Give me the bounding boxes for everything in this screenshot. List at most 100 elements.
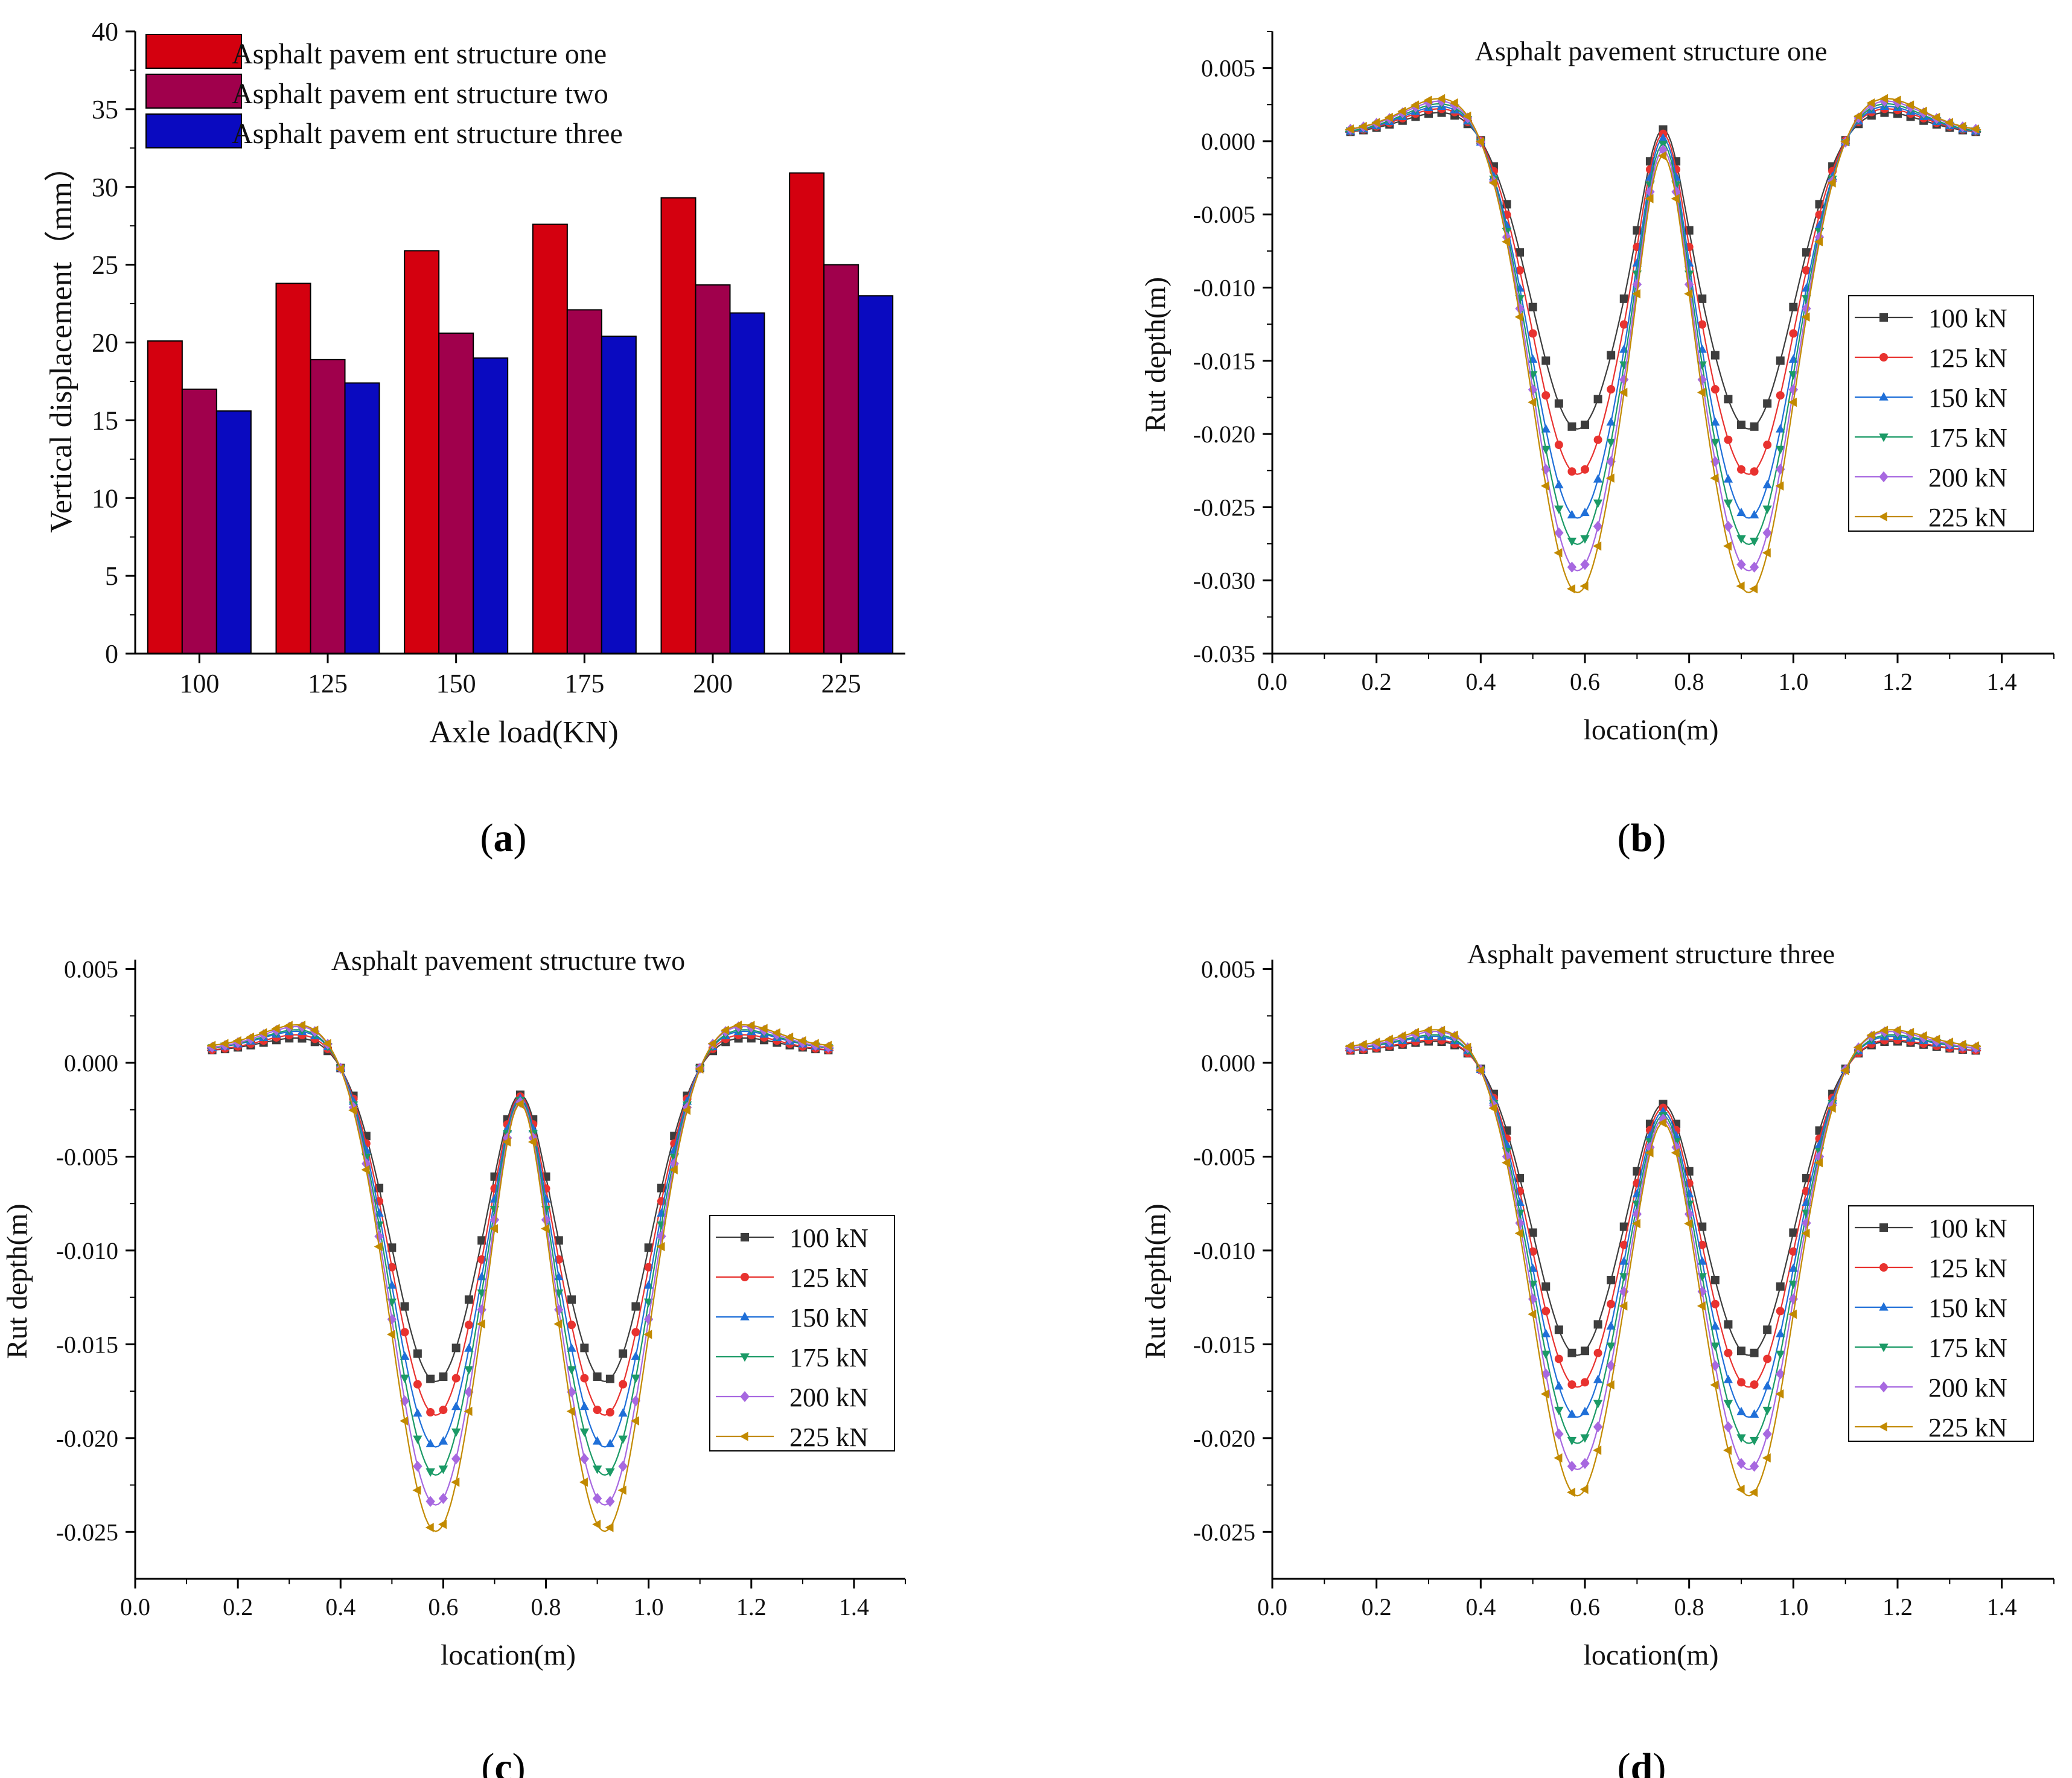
data-point xyxy=(1436,94,1446,104)
data-point xyxy=(1827,1103,1836,1113)
legend-marker xyxy=(1879,1381,1889,1393)
data-point xyxy=(1789,1247,1798,1256)
data-point xyxy=(1593,474,1603,483)
data-point xyxy=(1580,1406,1590,1415)
data-point xyxy=(426,1438,435,1447)
data-point xyxy=(502,1137,511,1147)
legend-label: 175 kN xyxy=(1928,423,2007,453)
data-point xyxy=(567,1321,576,1330)
data-point xyxy=(1737,420,1745,429)
data-point xyxy=(1723,1400,1733,1409)
bar-100-series-1 xyxy=(147,340,183,654)
data-point xyxy=(1737,1378,1745,1387)
data-point xyxy=(1541,1368,1551,1380)
data-point xyxy=(1698,294,1707,303)
data-point xyxy=(1710,417,1720,426)
data-point xyxy=(1488,178,1497,188)
data-point xyxy=(1776,1350,1785,1359)
y-tick-label: -0.030 xyxy=(1193,567,1255,594)
data-point xyxy=(1449,98,1458,108)
data-point xyxy=(1605,1380,1615,1390)
data-point xyxy=(1580,1484,1589,1494)
data-point xyxy=(1502,231,1512,243)
data-point xyxy=(1541,445,1551,454)
data-point xyxy=(592,1436,602,1445)
data-point xyxy=(669,1158,679,1170)
data-point xyxy=(464,1321,473,1330)
x-axis-label: Axle load(KN) xyxy=(429,715,618,750)
data-point xyxy=(220,1039,229,1048)
data-point xyxy=(631,1302,640,1311)
data-point xyxy=(1710,385,1720,394)
y-axis-label: Rut depth(m) xyxy=(1140,1203,1171,1359)
legend: Asphalt pavem ent structure one Asphalt … xyxy=(145,34,623,150)
data-point xyxy=(1737,465,1745,474)
data-point xyxy=(1749,509,1759,518)
data-point xyxy=(1593,395,1602,404)
data-point xyxy=(1475,1066,1484,1075)
data-point xyxy=(1606,1342,1616,1351)
data-point xyxy=(1607,1299,1616,1308)
bar-175-series-1 xyxy=(532,223,568,654)
data-point xyxy=(503,1132,512,1144)
data-point xyxy=(1776,445,1785,454)
y-tick-label: 0.000 xyxy=(1201,128,1255,155)
data-point xyxy=(1606,1321,1616,1330)
chart-title: Asphalt pavement structure three xyxy=(1467,938,1835,969)
series-group xyxy=(1345,1025,1981,1497)
data-point xyxy=(1698,320,1707,329)
y-tick-group: 0 5 10 15 20 25 30 35 40 xyxy=(92,17,135,669)
data-point xyxy=(1697,387,1706,397)
legend-label: 125 kN xyxy=(789,1263,869,1293)
series-group xyxy=(1345,94,1981,594)
data-point xyxy=(1397,1031,1406,1041)
data-point xyxy=(1776,391,1785,400)
data-point xyxy=(1723,521,1733,532)
data-point xyxy=(1737,1346,1745,1356)
data-point xyxy=(1631,289,1640,299)
y-tick-label: 0.005 xyxy=(64,956,118,983)
data-point xyxy=(1776,356,1785,365)
data-point xyxy=(1462,111,1471,121)
data-point xyxy=(1776,1282,1785,1291)
data-point xyxy=(1345,124,1354,134)
x-axis-label: location(m) xyxy=(1584,1639,1719,1671)
y-axis-label: Vertical displacement（mm） xyxy=(44,150,78,533)
data-point xyxy=(720,1025,729,1035)
data-point xyxy=(271,1024,280,1033)
data-point xyxy=(1619,374,1629,386)
data-point xyxy=(1763,1354,1772,1363)
data-point xyxy=(1554,527,1564,539)
data-point xyxy=(1724,395,1733,404)
data-point xyxy=(617,1485,626,1495)
data-point xyxy=(322,1039,331,1048)
data-point xyxy=(1814,1151,1825,1162)
data-point xyxy=(631,1374,641,1383)
data-point xyxy=(1684,1219,1693,1229)
data-point xyxy=(400,1416,409,1426)
legend-marker xyxy=(1879,1302,1889,1311)
x-tick-label: 0.6 xyxy=(428,1593,458,1620)
legend-label: 175 kN xyxy=(1928,1333,2007,1363)
x-tick-label: 1.2 xyxy=(736,1593,767,1620)
data-point xyxy=(1723,541,1732,551)
data-point xyxy=(1789,329,1798,338)
data-point xyxy=(1567,1380,1576,1389)
data-point xyxy=(1528,302,1537,311)
legend: 100 kN 125 kN 150 kN 175 kN 200 kN 225 kN xyxy=(1848,295,2034,532)
data-point xyxy=(1944,1037,1953,1047)
data-point xyxy=(1802,266,1811,275)
data-point xyxy=(1762,480,1772,489)
data-point xyxy=(1879,94,1889,104)
legend-marker xyxy=(1879,1343,1889,1353)
data-point xyxy=(1516,248,1525,257)
data-point xyxy=(1658,133,1668,142)
bar-100-series-2 xyxy=(181,388,217,654)
data-point xyxy=(438,1436,448,1445)
legend-marker xyxy=(1879,392,1889,401)
data-point xyxy=(1358,121,1367,132)
data-point xyxy=(1749,537,1759,546)
data-point xyxy=(593,1406,602,1415)
x-tick-label: 0.0 xyxy=(120,1593,150,1620)
data-point xyxy=(1724,435,1733,444)
